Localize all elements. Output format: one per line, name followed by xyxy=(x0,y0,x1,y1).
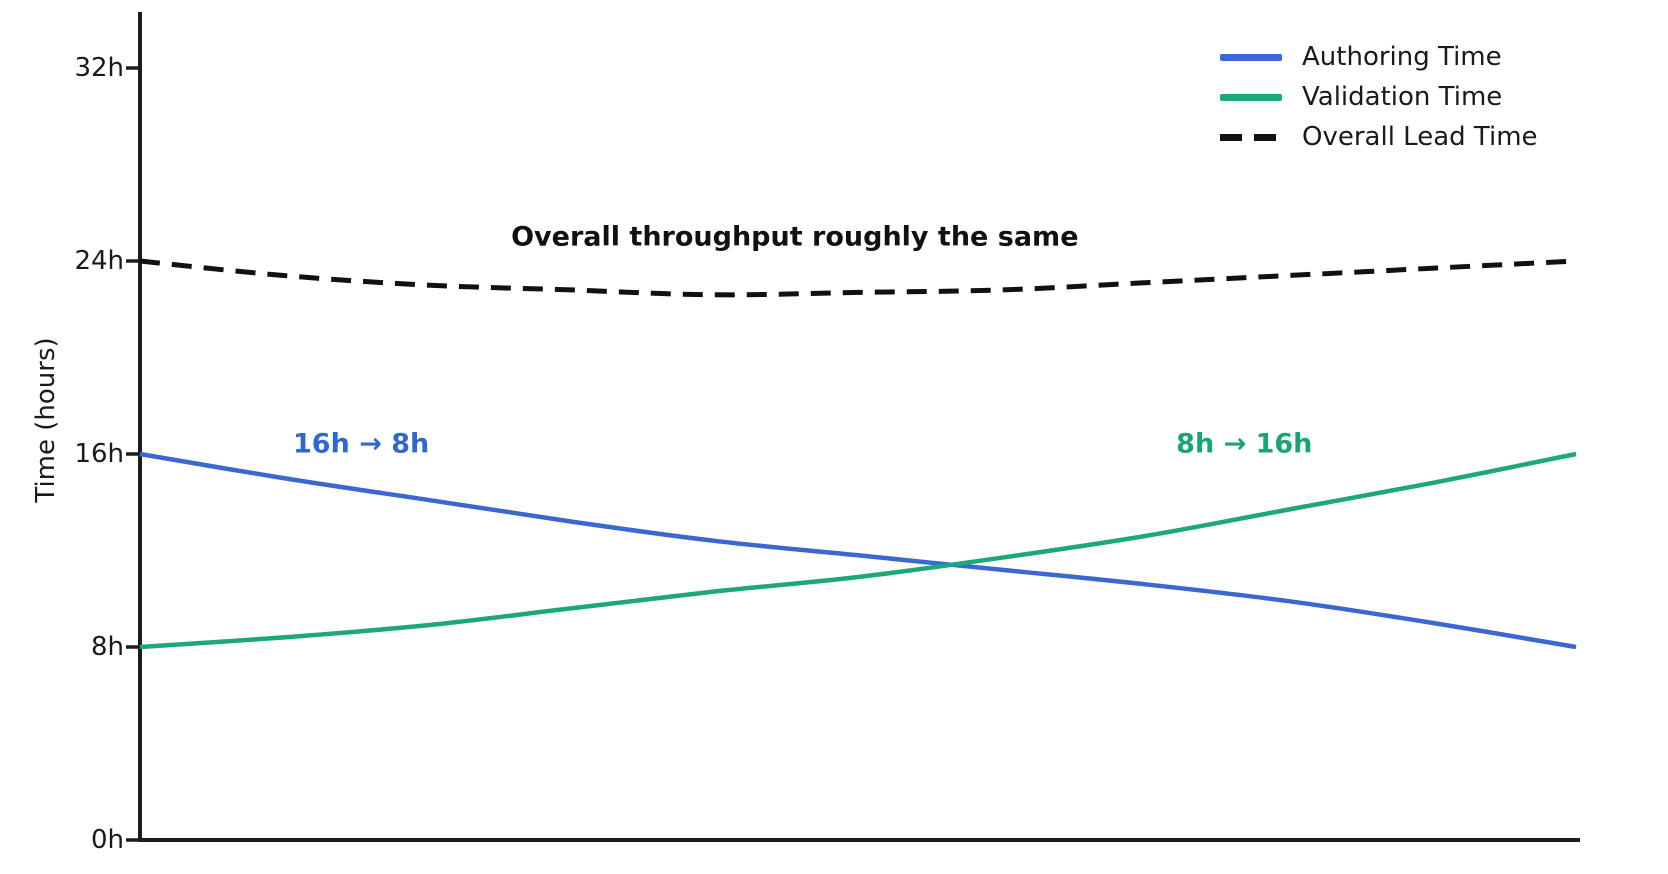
y-tick-label-16h: 16h xyxy=(74,439,124,469)
legend: Authoring Time Validation Time Overall Lea… xyxy=(1220,37,1538,157)
legend-swatch-solid xyxy=(1220,93,1282,101)
annotation-authoring-change: 16h → 8h xyxy=(293,428,430,460)
legend-label: Validation Time xyxy=(1302,82,1503,112)
legend-item-authoring-time: Authoring Time xyxy=(1220,37,1538,77)
legend-item-validation-time: Validation Time xyxy=(1220,77,1538,117)
legend-swatch-solid xyxy=(1220,53,1282,61)
y-tick-label-8h: 8h xyxy=(90,632,124,662)
legend-label: Authoring Time xyxy=(1302,42,1502,72)
validation-time-line xyxy=(139,451,1577,650)
legend-label: Overall Lead Time xyxy=(1302,122,1538,152)
y-axis-title: Time (hours) xyxy=(31,337,61,503)
legend-swatch-dashed xyxy=(1220,133,1282,141)
annotation-validation-change: 8h → 16h xyxy=(1176,428,1313,460)
y-tick-label-24h: 24h xyxy=(74,246,124,276)
annotation-throughput: Overall throughput roughly the same xyxy=(511,221,1079,253)
y-tick-label-0h: 0h xyxy=(90,825,124,855)
y-tick-label-32h: 32h xyxy=(74,53,124,83)
overall-lead-time-line xyxy=(139,258,1577,298)
authoring-time-line xyxy=(139,451,1577,650)
legend-item-overall-lead-time: Overall Lead Time xyxy=(1220,117,1538,157)
